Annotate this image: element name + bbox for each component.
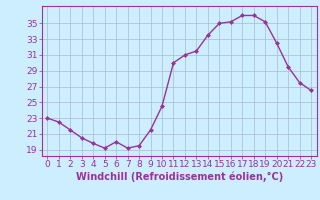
X-axis label: Windchill (Refroidissement éolien,°C): Windchill (Refroidissement éolien,°C)	[76, 172, 283, 182]
